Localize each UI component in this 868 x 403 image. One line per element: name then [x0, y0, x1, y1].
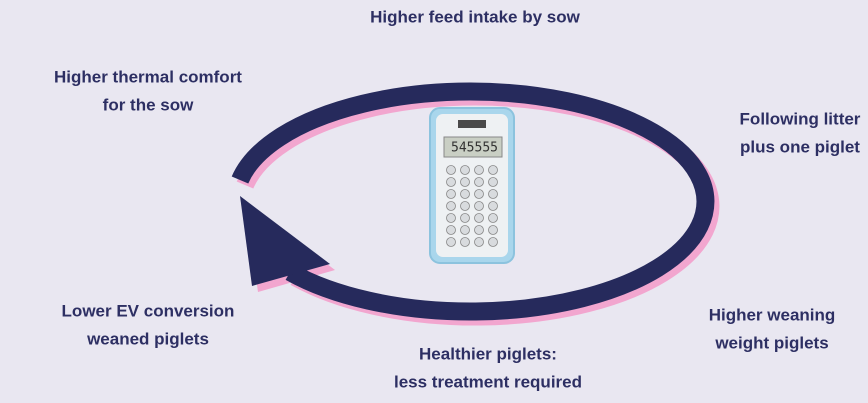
key	[489, 178, 498, 187]
key	[461, 202, 470, 211]
key	[489, 226, 498, 235]
key	[461, 166, 470, 175]
key	[489, 166, 498, 175]
key	[489, 190, 498, 199]
label: weaned piglets	[86, 329, 209, 348]
key	[475, 238, 484, 247]
key	[489, 214, 498, 223]
key	[475, 190, 484, 199]
label: weight piglets	[714, 333, 828, 352]
label: Higher feed intake by sow	[370, 7, 580, 26]
key	[475, 214, 484, 223]
label: Following litter	[740, 109, 861, 128]
label: Higher thermal comfort	[54, 67, 242, 86]
key	[475, 226, 484, 235]
key	[447, 166, 456, 175]
key	[475, 202, 484, 211]
label: Lower EV conversion	[62, 301, 235, 320]
key	[447, 178, 456, 187]
key	[461, 238, 470, 247]
solar-panel	[458, 120, 486, 128]
label: for the sow	[103, 95, 194, 114]
key	[489, 202, 498, 211]
key	[489, 238, 498, 247]
label: less treatment required	[394, 372, 582, 391]
key	[447, 190, 456, 199]
key	[461, 214, 470, 223]
key	[447, 202, 456, 211]
key	[461, 190, 470, 199]
calculator-face	[436, 114, 508, 257]
label: Higher weaning	[709, 305, 836, 324]
label: Healthier piglets:	[419, 344, 557, 363]
key	[447, 226, 456, 235]
key	[475, 166, 484, 175]
key	[447, 214, 456, 223]
cycle-diagram: 545555 Higher feed intake by sow Followi…	[0, 0, 868, 403]
display-text: 545555	[451, 141, 498, 156]
key	[447, 238, 456, 247]
label: plus one piglet	[740, 137, 860, 156]
calculator: 545555	[430, 108, 514, 263]
key	[461, 226, 470, 235]
key	[461, 178, 470, 187]
key	[475, 178, 484, 187]
